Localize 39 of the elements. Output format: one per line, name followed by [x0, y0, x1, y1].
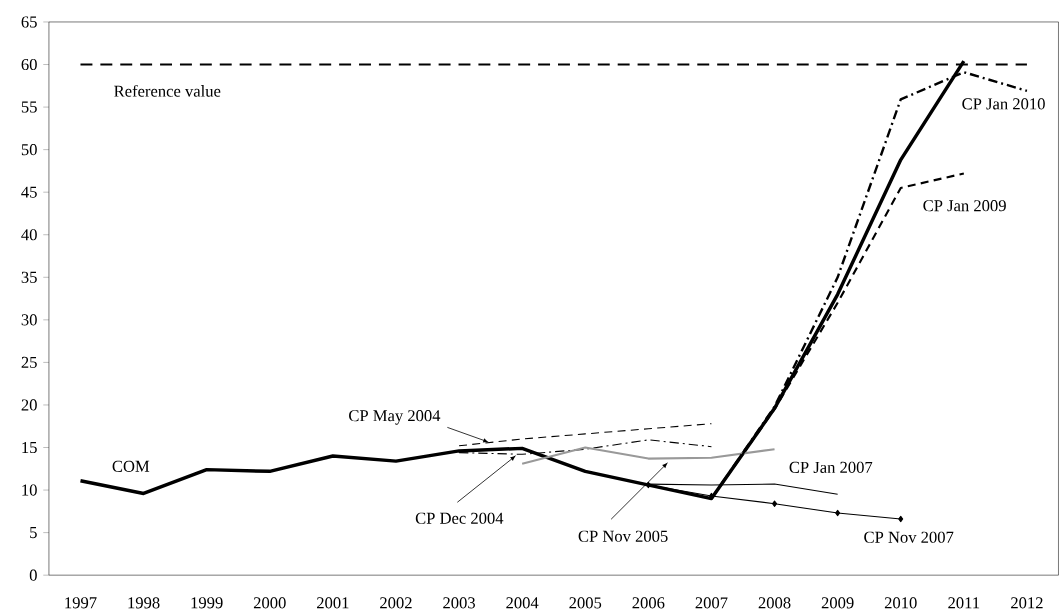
y-tick-label: 45	[21, 186, 37, 198]
ref-line-label: Reference value	[114, 84, 221, 97]
y-tick-label: 15	[22, 441, 37, 454]
series-label: CP Jan 2009	[923, 200, 1006, 212]
y-tick-label: 65	[21, 16, 37, 28]
x-tick-label: 2011	[948, 597, 980, 609]
y-tick-label: 20	[21, 399, 37, 411]
x-tick-label: 2010	[884, 597, 917, 609]
y-tick-label: 30	[21, 314, 37, 326]
x-tick-label: 2003	[443, 597, 475, 609]
x-tick-label: 2012	[1011, 597, 1043, 609]
series-label: CP May 2004	[349, 410, 441, 425]
x-tick-label: 2008	[758, 597, 791, 609]
x-tick-label: 1999	[191, 597, 223, 609]
x-tick-label: 1998	[128, 597, 160, 609]
series-label: CP Nov 2007	[864, 531, 954, 543]
x-tick-label: 2009	[821, 597, 854, 609]
series-label: COM	[112, 460, 150, 472]
text: CP Nov 2005	[578, 530, 668, 542]
y-tick-label: 10	[22, 484, 37, 496]
y-tick-label: 5	[30, 527, 37, 539]
x-tick-label: 2007	[695, 597, 728, 609]
x-tick-label: 2001	[317, 597, 349, 609]
text: CP Dec 2004	[415, 512, 504, 524]
y-tick-label: 35	[21, 271, 37, 283]
x-tick-label: 2002	[380, 597, 412, 609]
x-tick-label: 2006	[632, 597, 665, 609]
y-tick-label: 25	[21, 356, 37, 368]
y-tick-label: 0	[29, 569, 37, 581]
x-tick-label: 1997	[65, 597, 97, 609]
x-tick-label: 2000	[253, 597, 286, 609]
y-tick-label: 50	[21, 143, 37, 156]
y-tick-label: 55	[21, 101, 37, 113]
x-tick-label: 2004	[506, 597, 539, 609]
y-tick-label: 60	[21, 58, 37, 71]
series-label: CP Jan 2010	[962, 98, 1045, 110]
y-tick-label: 40	[21, 229, 37, 241]
series-label: CP Jan 2007	[789, 461, 873, 473]
x-tick-label: 2005	[569, 597, 602, 609]
